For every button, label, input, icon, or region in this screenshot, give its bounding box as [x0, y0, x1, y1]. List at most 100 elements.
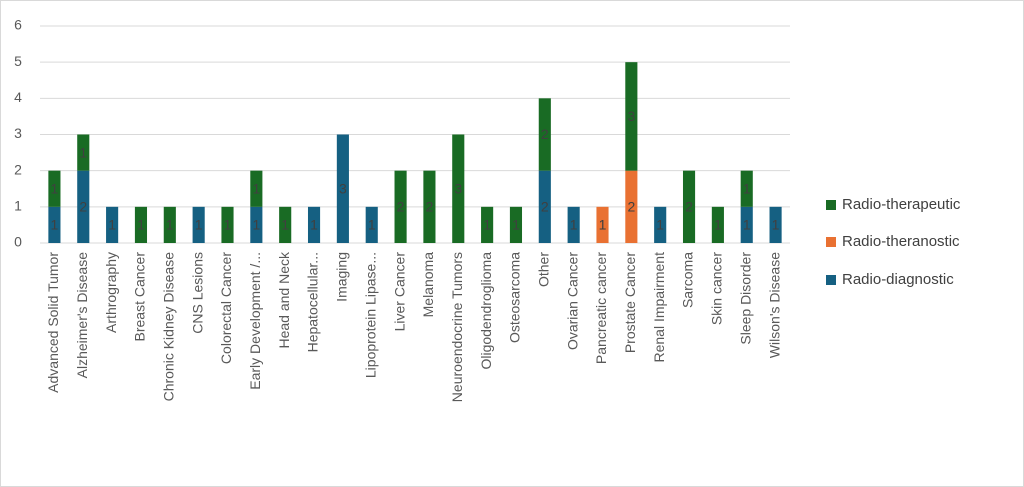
bar-segment	[769, 206, 782, 243]
x-tick-label: Imaging	[334, 252, 350, 302]
bar-segment	[163, 206, 176, 243]
data-label: 1	[772, 217, 780, 233]
x-tick-label: Other	[536, 252, 552, 287]
x-tick-label: Hepatocellular...	[305, 252, 321, 352]
data-label: 2	[685, 199, 693, 215]
bar-segment	[336, 134, 349, 243]
bar-segment	[509, 206, 523, 243]
bar-segment	[711, 206, 724, 243]
legend-swatch	[826, 200, 836, 210]
x-tick-label: Pancreatic cancer	[593, 252, 609, 364]
bar-segment	[740, 170, 753, 207]
data-label: 1	[714, 217, 722, 233]
bar-segment	[250, 206, 263, 243]
legend-swatch	[826, 275, 836, 285]
data-label: 1	[224, 217, 232, 233]
x-tick-label: Skin cancer	[709, 252, 725, 325]
data-label: 3	[339, 180, 347, 196]
data-label: 1	[599, 217, 607, 233]
data-label: 1	[79, 144, 87, 160]
data-label: 1	[656, 217, 664, 233]
x-tick-label: Early Development /...	[247, 252, 263, 390]
data-label: 1	[483, 217, 491, 233]
data-label: 1	[368, 217, 376, 233]
bar-segment	[279, 206, 292, 243]
bar-segment	[48, 206, 61, 243]
bar-segment	[538, 98, 551, 171]
x-tick-label: Oligodendroglioma	[478, 252, 494, 370]
bar-segment	[567, 206, 580, 243]
x-tick-label: CNS Lesions	[189, 252, 205, 334]
x-tick-label: Colorectal Cancer	[218, 252, 234, 364]
bar-segment	[654, 206, 667, 243]
data-label: 1	[512, 217, 520, 233]
x-tick-label: Sarcoma	[680, 252, 696, 308]
x-tick-label: Neuroendocrine Tumors	[449, 252, 465, 402]
bar-segment	[77, 170, 90, 243]
bar-segment	[394, 170, 407, 243]
x-tick-label: Osteosarcoma	[507, 252, 523, 343]
bar-segment	[48, 170, 61, 207]
bar-segment	[192, 206, 205, 243]
data-label: 1	[310, 217, 318, 233]
bar-segment	[307, 206, 321, 243]
data-label: 3	[454, 180, 462, 196]
bar-segment	[625, 62, 638, 171]
data-label: 2	[79, 199, 87, 215]
data-label: 1	[570, 217, 578, 233]
bar-segment	[77, 134, 90, 171]
data-label: 2	[397, 199, 405, 215]
y-tick-label: 6	[14, 17, 22, 33]
bar-segment	[538, 170, 551, 243]
data-label: 2	[541, 126, 549, 142]
data-label: 1	[252, 180, 260, 196]
y-tick-label: 3	[14, 125, 22, 141]
y-tick-label: 2	[14, 161, 22, 177]
data-label: 1	[108, 217, 116, 233]
x-tick-label: Melanoma	[420, 252, 436, 318]
data-label: 1	[743, 217, 751, 233]
x-tick-label: Ovarian Cancer	[564, 252, 580, 350]
data-label: 1	[195, 217, 203, 233]
data-label: 1	[51, 217, 59, 233]
x-tick-label: Liver Cancer	[391, 252, 407, 332]
x-tick-label: Advanced Solid Tumor	[45, 252, 61, 393]
y-tick-label: 4	[14, 89, 22, 105]
data-label: 1	[137, 217, 145, 233]
legend-label: Radio-theranostic	[842, 233, 960, 250]
data-label: 2	[541, 199, 549, 215]
x-tick-label: Chronic Kidney Disease	[161, 252, 177, 402]
legend-label: Radio-diagnostic	[842, 271, 954, 288]
bar-segment	[596, 206, 609, 243]
bar-segment	[625, 170, 638, 243]
bar-segment	[221, 206, 234, 243]
legend-swatch	[826, 237, 836, 247]
data-label: 1	[51, 180, 59, 196]
bar-segment	[452, 134, 465, 243]
bar-segment	[740, 206, 753, 243]
bar-segment	[481, 206, 494, 243]
bar-segment	[423, 170, 436, 243]
y-tick-label: 1	[14, 198, 22, 214]
legend-label: Radio-therapeutic	[842, 196, 961, 213]
data-label: 2	[426, 199, 434, 215]
bar-segment	[106, 206, 119, 243]
x-tick-label: Lipoprotein Lipase...	[362, 252, 378, 378]
bar-segment	[365, 206, 378, 243]
x-tick-label: Breast Cancer	[132, 252, 148, 342]
x-tick-label: Wilson's Disease	[766, 252, 782, 358]
data-label: 1	[281, 217, 289, 233]
x-tick-label: Sleep Disorder	[737, 252, 753, 345]
bar-segment	[682, 170, 696, 243]
data-label: 1	[166, 217, 174, 233]
x-tick-label: Prostate Cancer	[622, 252, 638, 353]
x-tick-label: Renal Impairment	[651, 252, 667, 363]
x-tick-label: Alzheimer's Disease	[74, 252, 90, 379]
y-tick-label: 0	[14, 234, 22, 250]
data-label: 1	[743, 180, 751, 196]
bar-segment	[250, 170, 263, 207]
data-label: 1	[252, 217, 260, 233]
y-tick-label: 5	[14, 53, 22, 69]
data-label: 2	[627, 199, 635, 215]
data-label: 3	[627, 108, 635, 124]
